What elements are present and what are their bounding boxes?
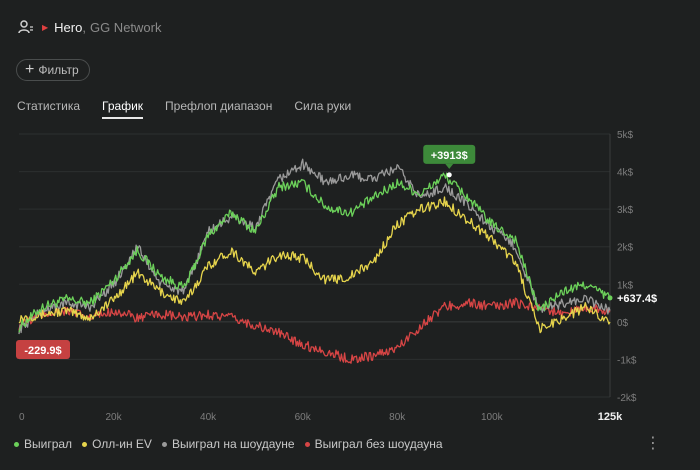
tab-bar: Статистика График Префлоп диапазон Сила … — [17, 99, 373, 119]
chart-legend: Выиграл Олл-ин EV Выиграл на шоудауне Вы… — [14, 437, 453, 451]
tab-statistics[interactable]: Статистика — [17, 99, 81, 113]
user-switch-icon[interactable] — [18, 19, 34, 35]
y-tick-label: 0$ — [617, 318, 629, 329]
y-tick-label: 5k$ — [617, 130, 634, 141]
legend-label: Выиграл — [24, 437, 73, 451]
tab-graph[interactable]: График — [102, 99, 144, 119]
tab-hand-strength[interactable]: Сила руки — [294, 99, 352, 113]
x-tick-label: 80k — [389, 412, 406, 423]
flag-icon: ▶ — [42, 22, 49, 32]
max-point — [446, 172, 452, 178]
legend-label: Выиграл без шоудауна — [314, 437, 443, 451]
x-tick-label: 0 — [19, 412, 25, 423]
legend-label: Выиграл на шоудауне — [171, 437, 295, 451]
max-label-pointer — [445, 163, 454, 169]
legend-dot — [304, 441, 310, 447]
max-label: +3913$ — [431, 150, 468, 162]
series-line — [18, 196, 611, 334]
plus-icon: + — [25, 61, 35, 78]
x-tick-label: 60k — [295, 412, 312, 423]
series-line — [18, 297, 611, 364]
filter-button[interactable]: + Фильтр — [16, 59, 90, 81]
network-name: GG Network — [89, 19, 162, 35]
x-tick-label: 100k — [481, 412, 504, 423]
y-tick-label: 3k$ — [617, 205, 634, 216]
legend-item-won[interactable]: Выиграл — [14, 437, 72, 451]
x-tick-label: 40k — [200, 412, 217, 423]
y-tick-label: -2k$ — [617, 393, 637, 404]
legend-label: Олл-ин EV — [92, 437, 152, 451]
legend-dot — [14, 441, 19, 447]
series-line — [18, 172, 611, 333]
header-separator: , — [82, 19, 86, 35]
min-label: -229.9$ — [24, 345, 61, 357]
profit-chart[interactable]: 5k$ 4k$ 3k$ 2k$ 1k$ 0$ -1k$ -2k$ 0 20k 40k 60k 80k 10… — [0, 120, 700, 430]
x-tick-label: 20k — [105, 412, 122, 423]
x-tick-label: 125k — [598, 411, 623, 423]
end-point — [607, 295, 613, 301]
legend-item-non-showdown[interactable]: Выиграл без шоудауна — [304, 437, 443, 451]
player-name[interactable]: Hero — [54, 19, 83, 35]
y-tick-label: 4k$ — [617, 168, 634, 179]
y-tick-label: 1k$ — [617, 280, 634, 291]
tab-preflop-range[interactable]: Префлоп диапазон — [165, 99, 273, 113]
y-tick-label: 2k$ — [617, 243, 634, 254]
legend-dot — [161, 441, 167, 447]
more-options-icon[interactable]: ⋮ — [645, 435, 661, 452]
min-label-box — [16, 340, 70, 359]
legend-dot — [82, 441, 88, 447]
header: ▶ Hero , GG Network — [18, 17, 161, 37]
max-label-box — [423, 144, 476, 164]
end-label: +637.4$ — [617, 293, 657, 305]
filter-label: Фильтр — [38, 63, 79, 77]
y-tick-label: -1k$ — [617, 355, 637, 366]
legend-item-showdown[interactable]: Выиграл на шоудауне — [161, 437, 295, 451]
legend-item-allin-ev[interactable]: Олл-ин EV — [82, 437, 152, 451]
